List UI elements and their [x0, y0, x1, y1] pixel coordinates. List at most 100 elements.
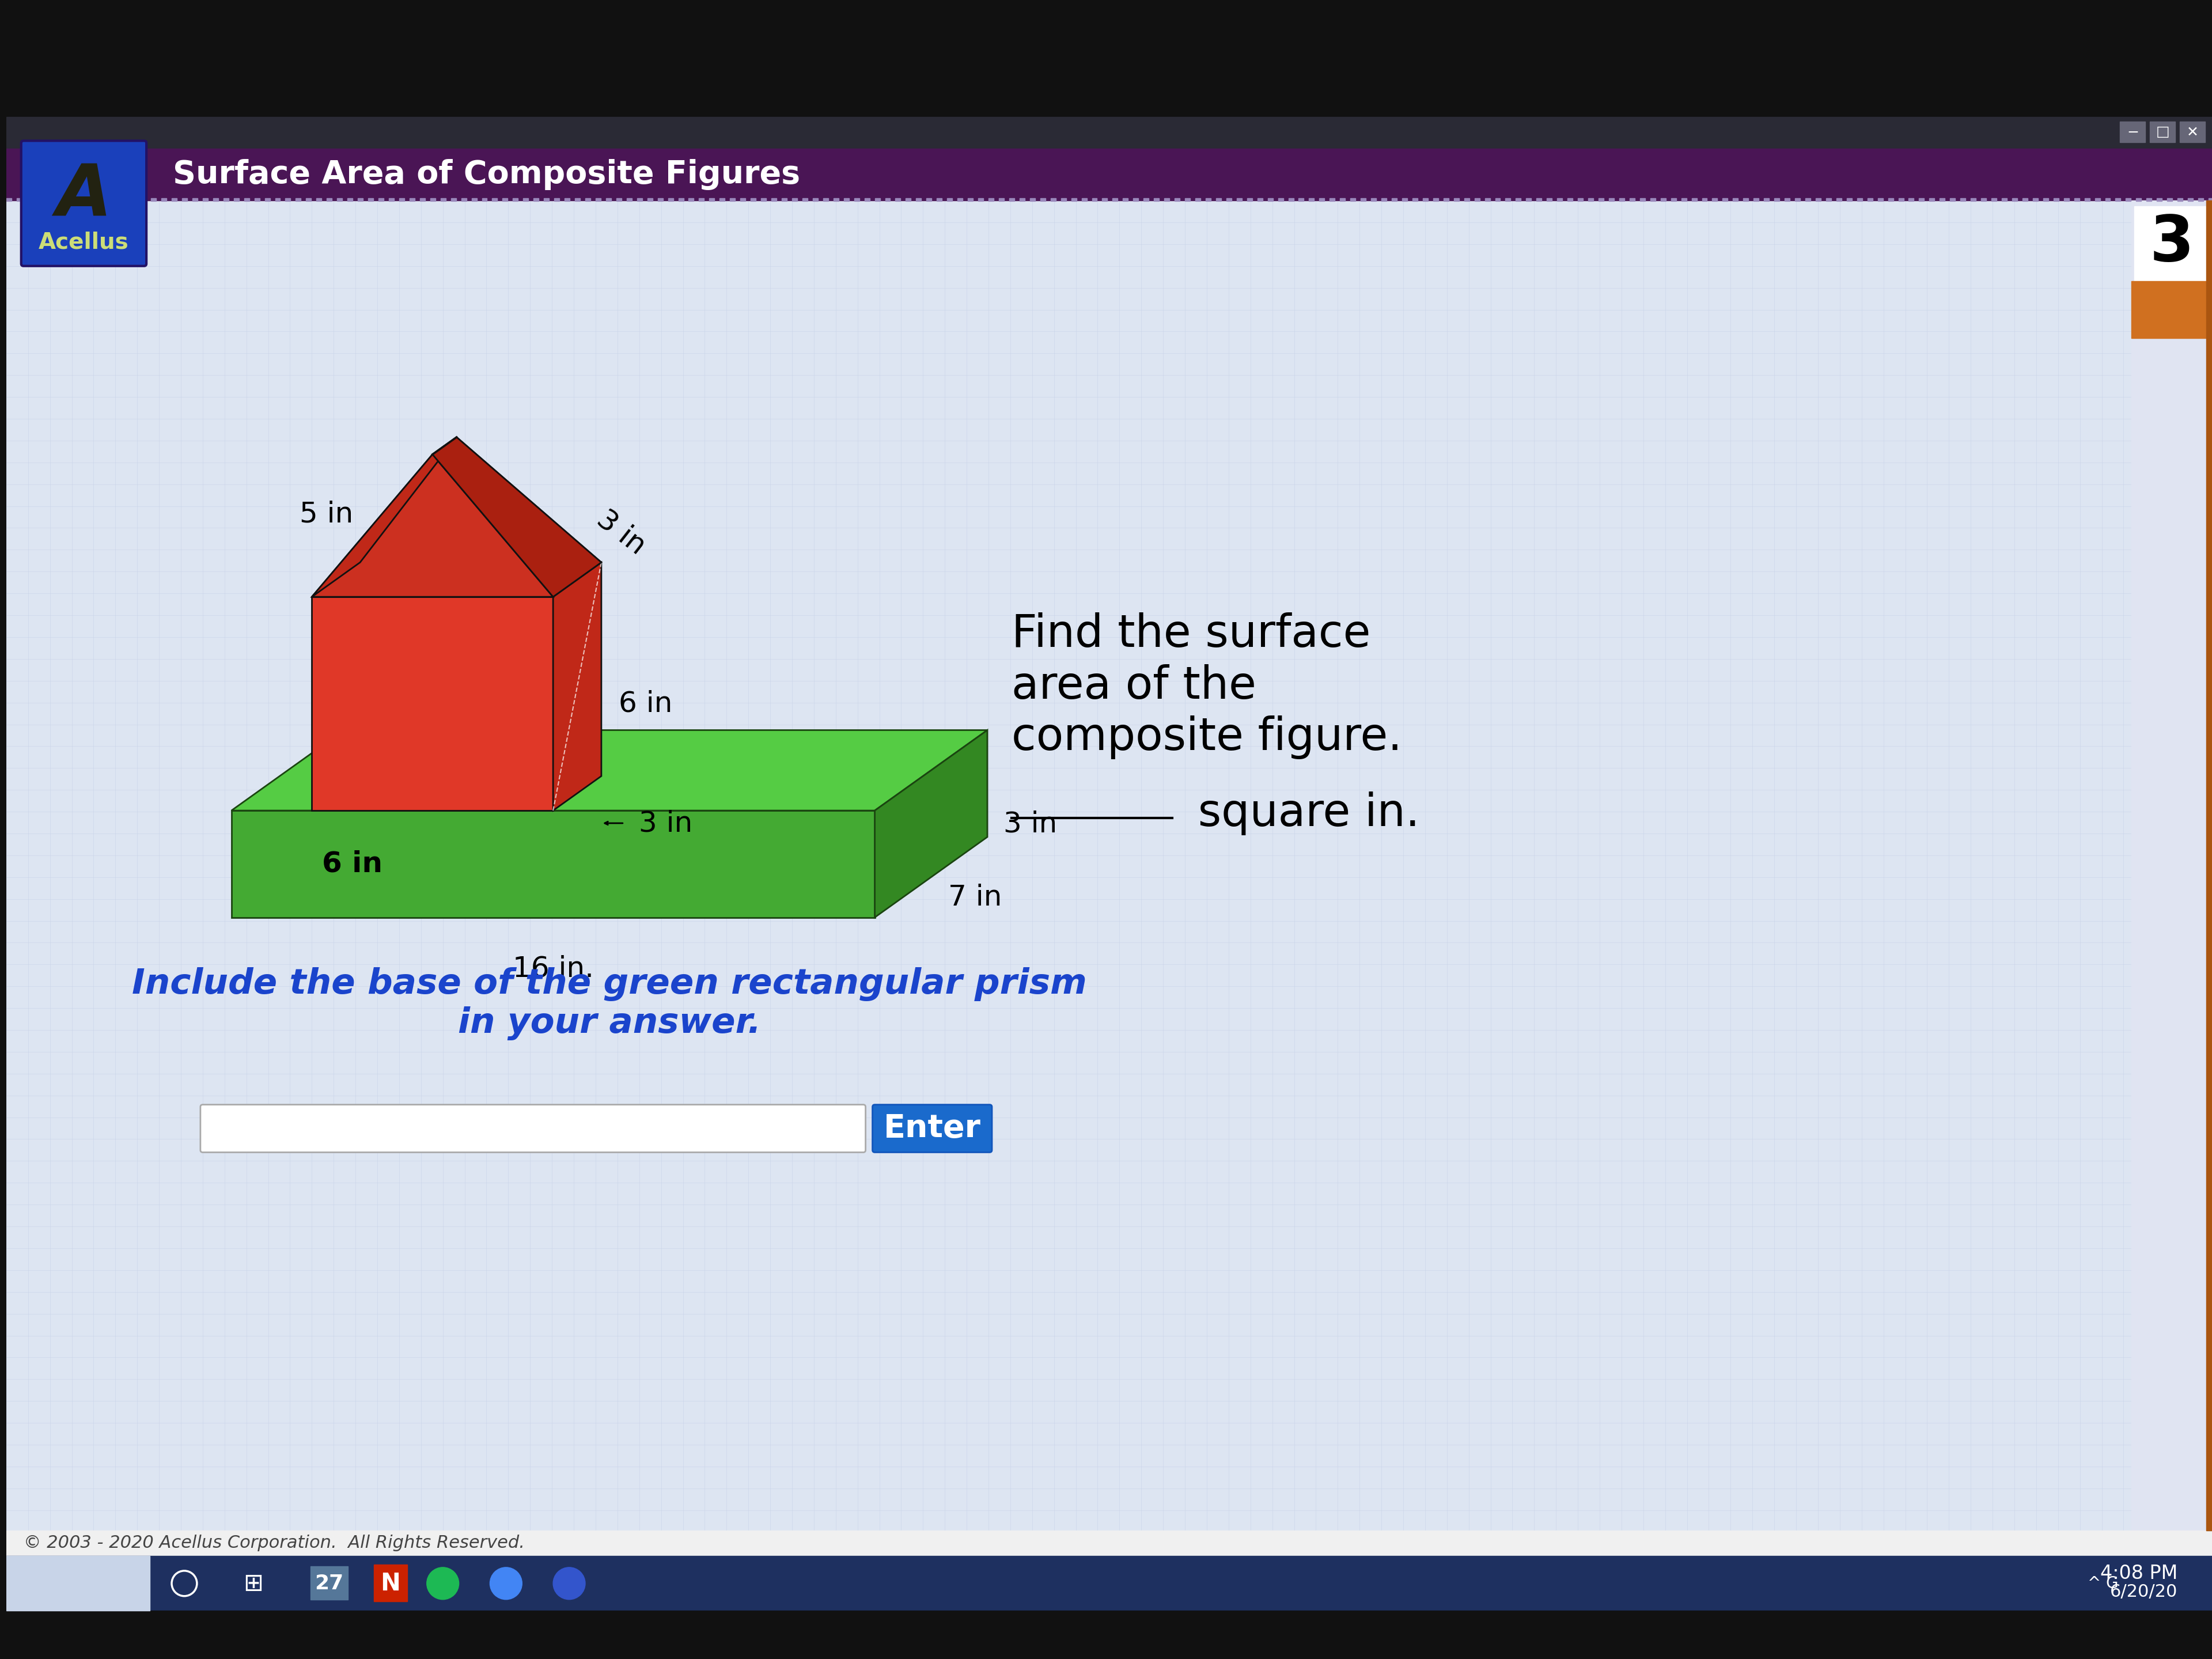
- Bar: [2075, 197, 2079, 201]
- Bar: [1526, 197, 1531, 201]
- Bar: [2137, 197, 2141, 201]
- Bar: [1816, 197, 1820, 201]
- Text: area of the: area of the: [1011, 664, 1256, 708]
- Bar: [2157, 197, 2161, 201]
- Bar: [989, 197, 993, 201]
- Bar: [938, 197, 942, 201]
- Bar: [803, 197, 807, 201]
- Bar: [679, 197, 684, 201]
- Bar: [1475, 197, 1480, 201]
- Bar: [2179, 121, 2205, 143]
- Bar: [2168, 197, 2172, 201]
- Bar: [429, 197, 436, 201]
- Bar: [1464, 197, 1469, 201]
- Bar: [1825, 197, 1832, 201]
- Bar: [2205, 201, 2212, 1530]
- Bar: [1670, 197, 1677, 201]
- Text: 7 in: 7 in: [949, 884, 1002, 911]
- Bar: [15, 197, 22, 201]
- Bar: [1124, 197, 1128, 201]
- Bar: [916, 197, 920, 201]
- Bar: [243, 197, 250, 201]
- Bar: [1960, 197, 1966, 201]
- Circle shape: [553, 1568, 586, 1599]
- Bar: [1794, 197, 1801, 201]
- Bar: [1082, 197, 1086, 201]
- Polygon shape: [874, 730, 987, 917]
- Bar: [7, 118, 2212, 149]
- Bar: [1062, 197, 1066, 201]
- Text: N: N: [380, 1571, 400, 1596]
- Polygon shape: [312, 438, 456, 597]
- Bar: [2084, 197, 2090, 201]
- Bar: [1681, 197, 1686, 201]
- Text: 6/20/20: 6/20/20: [2110, 1583, 2177, 1599]
- Bar: [1867, 197, 1874, 201]
- Bar: [1267, 197, 1272, 201]
- Polygon shape: [312, 455, 553, 597]
- Bar: [7, 149, 2212, 201]
- Bar: [1920, 197, 1924, 201]
- Bar: [2115, 197, 2121, 201]
- Bar: [2053, 197, 2059, 201]
- Circle shape: [489, 1568, 522, 1599]
- Bar: [1000, 197, 1004, 201]
- Bar: [1878, 197, 1882, 201]
- Bar: [2132, 280, 2212, 338]
- Bar: [1071, 197, 1077, 201]
- Bar: [7, 1556, 150, 1611]
- Bar: [533, 197, 540, 201]
- FancyBboxPatch shape: [22, 141, 146, 265]
- Bar: [1971, 197, 1975, 201]
- Bar: [1020, 197, 1024, 201]
- Bar: [1898, 197, 1905, 201]
- Bar: [1909, 197, 1913, 201]
- Bar: [1225, 197, 1232, 201]
- Bar: [978, 197, 984, 201]
- Bar: [1133, 197, 1139, 201]
- Bar: [865, 197, 869, 201]
- Text: 6 in: 6 in: [321, 849, 383, 878]
- Bar: [688, 197, 695, 201]
- Bar: [1599, 197, 1604, 201]
- Bar: [274, 197, 281, 201]
- Bar: [173, 197, 177, 201]
- Polygon shape: [312, 597, 553, 811]
- Bar: [374, 1564, 407, 1601]
- Bar: [1774, 197, 1778, 201]
- Bar: [2095, 197, 2099, 201]
- Bar: [730, 197, 734, 201]
- Bar: [2150, 121, 2174, 143]
- Text: 5 in: 5 in: [299, 501, 354, 528]
- Bar: [389, 197, 394, 201]
- Bar: [1701, 197, 1708, 201]
- Bar: [958, 197, 962, 201]
- Bar: [27, 197, 33, 201]
- Text: 6 in: 6 in: [619, 690, 672, 718]
- Bar: [1186, 197, 1190, 201]
- Polygon shape: [553, 562, 602, 811]
- Bar: [398, 197, 405, 201]
- Polygon shape: [232, 811, 874, 917]
- Bar: [1484, 197, 1491, 201]
- Bar: [927, 197, 931, 201]
- Bar: [204, 197, 208, 201]
- Bar: [1588, 197, 1593, 201]
- Bar: [1391, 197, 1398, 201]
- Bar: [2199, 197, 2203, 201]
- Bar: [874, 197, 880, 201]
- Bar: [1951, 197, 1955, 201]
- Bar: [336, 197, 343, 201]
- Bar: [1349, 197, 1356, 201]
- Bar: [1732, 197, 1739, 201]
- Bar: [482, 197, 487, 201]
- FancyBboxPatch shape: [872, 1105, 991, 1153]
- Bar: [1991, 197, 1997, 201]
- Bar: [1805, 197, 1809, 201]
- Bar: [1009, 197, 1015, 201]
- Bar: [1051, 197, 1055, 201]
- Bar: [1217, 197, 1221, 201]
- Bar: [1557, 197, 1562, 201]
- Bar: [119, 197, 126, 201]
- Bar: [296, 197, 301, 201]
